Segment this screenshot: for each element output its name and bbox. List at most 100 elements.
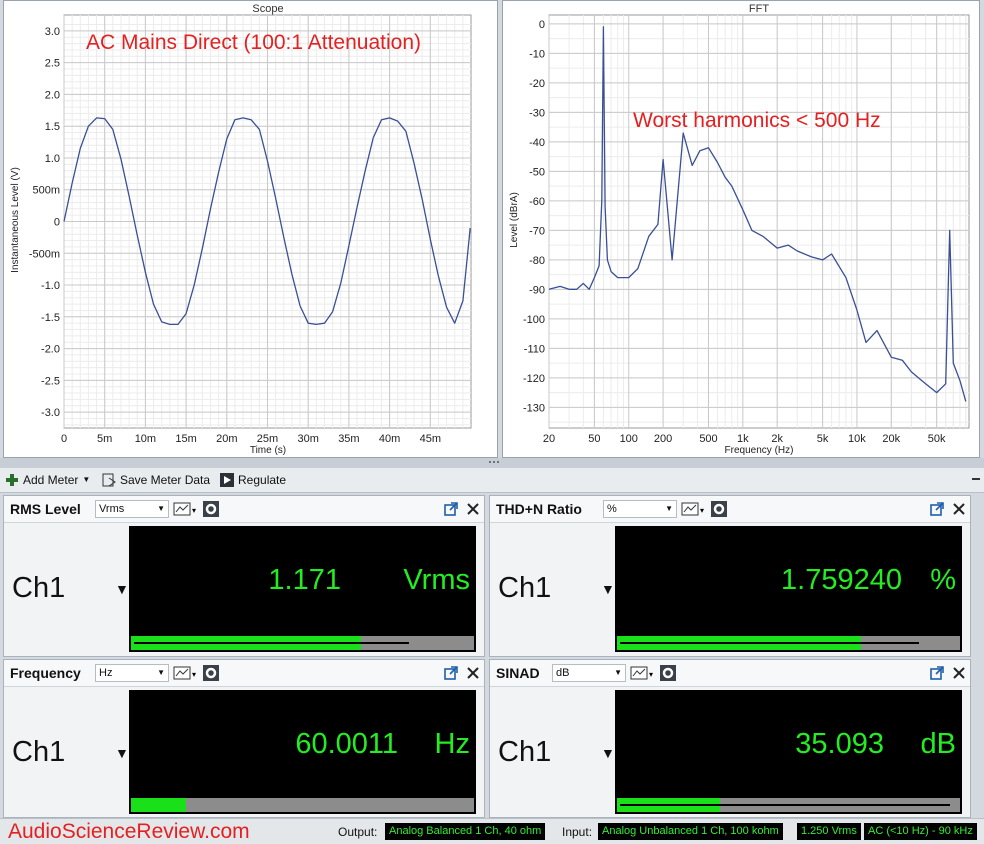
scope-title: Scope: [252, 3, 283, 15]
dropdown-arrow-icon: ▼: [82, 475, 91, 484]
y-tick-label: -40: [529, 137, 545, 149]
close-icon[interactable]: [465, 665, 481, 681]
channel-label: Ch1: [12, 572, 66, 604]
gear-icon[interactable]: [203, 665, 219, 681]
series-line: [548, 26, 967, 402]
popout-icon[interactable]: [443, 665, 459, 681]
channel-dropdown-icon[interactable]: ▼: [115, 745, 129, 761]
x-tick-label: 20k: [882, 433, 900, 445]
popout-icon[interactable]: [929, 501, 945, 517]
y-tick-label: 3.0: [45, 26, 60, 38]
meter-value: 1.171: [268, 564, 341, 596]
scope-x-axis-label: Time (s): [250, 445, 286, 456]
meter-value-unit: Vrms: [403, 564, 470, 596]
meter-display: 1.171 Vrms: [129, 526, 476, 652]
meter-value-unit: dB: [920, 728, 956, 760]
fft-y-axis-label: Level (dBrA): [509, 192, 520, 248]
pane-splitter[interactable]: [0, 458, 984, 468]
svg-text:▾: ▾: [192, 670, 196, 679]
fft-plot: 20 50 100 200 500 1k 2k 5k 10k 20k 50k 0 -10 -20 -30 -4…: [509, 3, 970, 456]
y-tick-label: 2.5: [45, 58, 60, 70]
x-tick-label: 30m: [297, 433, 318, 445]
save-meter-data-button[interactable]: Save Meter Data: [102, 471, 210, 489]
fft-x-axis-label: Frequency (Hz): [725, 445, 794, 456]
y-tick-label: -110: [524, 343, 545, 355]
level-bar: [131, 798, 474, 812]
scope-graph[interactable]: 0 5m 10m 15m 20m 25m 30m 35m 40m 45m 3.0 2.5 2.0 1.5 1…: [3, 0, 498, 458]
y-tick-label: -2.0: [41, 344, 60, 356]
close-icon[interactable]: [951, 665, 967, 681]
meter-header: SINAD dB ▼ ▾: [490, 660, 970, 687]
meter-header: Frequency Hz ▼ ▾: [4, 660, 484, 687]
meter-rms-level: RMS Level Vrms ▼ ▾ Ch1 ▼ 1.171 Vrms: [3, 495, 485, 657]
meter-title: RMS Level: [10, 501, 81, 517]
unit-select[interactable]: Vrms ▼: [95, 500, 169, 518]
meter-sinad: SINAD dB ▼ ▾ Ch1 ▼ 35.093 dB: [489, 659, 971, 818]
close-icon[interactable]: [465, 501, 481, 517]
fft-graph[interactable]: 20 50 100 200 500 1k 2k 5k 10k 20k 50k 0 -10 -20 -30 -4…: [502, 0, 980, 458]
y-tick-label: -30: [529, 107, 545, 119]
popout-icon[interactable]: [929, 665, 945, 681]
x-tick-label: 50: [588, 433, 600, 445]
add-meter-button[interactable]: Add Meter ▼: [5, 471, 90, 489]
input-config[interactable]: Analog Unbalanced 1 Ch, 100 kohm: [598, 823, 783, 840]
scope-plot: 0 5m 10m 15m 20m 25m 30m 35m 40m 45m 3.0 2.5 2.0 1.5 1…: [10, 3, 472, 456]
input-bandwidth[interactable]: AC (<10 Hz) - 90 kHz: [864, 823, 977, 840]
gear-icon[interactable]: [660, 665, 676, 681]
y-tick-label: -90: [529, 284, 545, 296]
unit-select[interactable]: Hz ▼: [95, 664, 169, 682]
regulate-button[interactable]: Regulate: [220, 471, 286, 489]
x-tick-label: 20m: [216, 433, 237, 445]
chevron-down-icon: ▼: [157, 504, 165, 513]
peak-marker: [134, 642, 409, 644]
meter-thd-n-ratio: THD+N Ratio % ▼ ▾ Ch1 ▼ 1.759240 %: [489, 495, 971, 657]
toolbar-collapse-icon[interactable]: [972, 478, 980, 480]
unit-select[interactable]: % ▼: [603, 500, 677, 518]
unit-select-value: Vrms: [99, 503, 125, 515]
close-icon[interactable]: [951, 501, 967, 517]
gear-icon[interactable]: [711, 501, 727, 517]
y-tick-label: -130: [523, 402, 545, 414]
channel-label: Ch1: [498, 572, 552, 604]
regulate-label: Regulate: [238, 473, 287, 487]
add-meter-label: Add Meter: [23, 473, 79, 487]
fft-title: FFT: [749, 3, 769, 15]
gear-icon[interactable]: [203, 501, 219, 517]
plot-area: [548, 14, 970, 429]
x-tick-label: 20: [543, 433, 555, 445]
x-tick-label: 40m: [379, 433, 400, 445]
x-tick-label: 5k: [817, 433, 829, 445]
input-level[interactable]: 1.250 Vrms: [797, 823, 861, 840]
unit-select[interactable]: dB ▼: [552, 664, 626, 682]
level-bar-fill: [131, 798, 186, 812]
meter-display: 35.093 dB: [615, 690, 962, 814]
x-tick-label: 2k: [771, 433, 783, 445]
splitter-grip-icon: [489, 461, 499, 466]
output-config[interactable]: Analog Balanced 1 Ch, 40 ohm: [385, 823, 546, 840]
graph-options-icon[interactable]: ▾: [173, 501, 199, 517]
y-tick-label: 1.5: [45, 121, 60, 133]
graph-options-icon[interactable]: ▾: [173, 665, 199, 681]
y-tick-label: -50: [529, 166, 545, 178]
y-tick-label: -80: [529, 255, 545, 267]
channel-dropdown-icon[interactable]: ▼: [115, 581, 129, 597]
channel-dropdown-icon[interactable]: ▼: [601, 581, 615, 597]
meter-display: 1.759240 %: [615, 526, 962, 652]
y-tick-label: -10: [529, 48, 545, 60]
graph-options-icon[interactable]: ▾: [681, 501, 707, 517]
graph-options-icon[interactable]: ▾: [630, 665, 656, 681]
y-tick-label: -70: [529, 225, 545, 237]
meter-title: SINAD: [496, 665, 540, 681]
meter-toolbar: Add Meter ▼ Save Meter Data Regulate: [0, 468, 984, 493]
popout-icon[interactable]: [443, 501, 459, 517]
svg-text:▾: ▾: [700, 506, 704, 515]
channel-dropdown-icon[interactable]: ▼: [601, 745, 615, 761]
series-line: [63, 117, 471, 326]
meter-title: Frequency: [10, 665, 81, 681]
meter-frequency: Frequency Hz ▼ ▾ Ch1 ▼ 60.0011 Hz: [3, 659, 485, 818]
y-tick-label: 500m: [32, 185, 60, 197]
unit-select-value: %: [607, 503, 617, 515]
y-tick-label: -3.0: [41, 407, 60, 419]
peak-marker: [620, 804, 950, 806]
x-tick-label: 200: [654, 433, 672, 445]
